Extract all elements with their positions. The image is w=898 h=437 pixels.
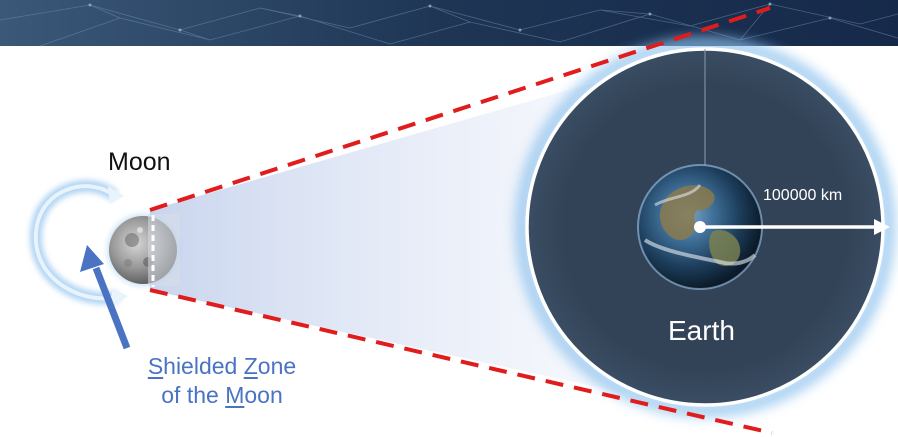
pointer-arrow-icon (80, 245, 131, 350)
orbit-arrow-icon (29, 180, 128, 306)
upper-dashed-line (149, 6, 771, 212)
top-banner (0, 0, 898, 47)
caption-line-1: Shielded Zone (104, 352, 340, 381)
caption-text: oon (244, 382, 283, 408)
shielded-zone-caption: Shielded Zone of the Moon (104, 352, 340, 410)
moon-label: Moon (108, 148, 171, 176)
caption-text: of the (161, 382, 226, 408)
distance-arrow (694, 219, 890, 235)
earth-label: Earth (668, 315, 735, 346)
caption-text: one (257, 353, 297, 379)
moon-icon (107, 214, 180, 287)
caption-text: hielded (163, 353, 244, 379)
caption-initial-s: S (147, 353, 164, 379)
lower-dashed-line (149, 288, 773, 435)
caption-line-2: of the Moon (104, 381, 340, 410)
distance-label: 100000 km (763, 187, 843, 204)
caption-initial-m: M (225, 382, 245, 408)
caption-initial-z: Z (243, 353, 258, 379)
